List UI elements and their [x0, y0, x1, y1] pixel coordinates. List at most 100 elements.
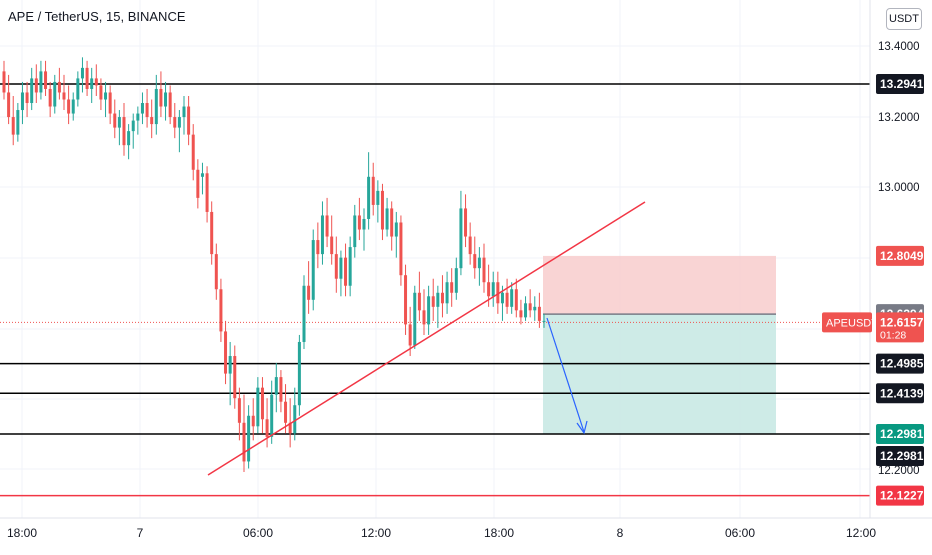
candle-body [270, 394, 274, 437]
candle-body [159, 88, 163, 107]
time-axis-tick: 8 [617, 526, 624, 540]
level-tag-12-4985-bg [876, 353, 924, 374]
candle-body [440, 292, 444, 304]
candle-body [251, 415, 255, 427]
candle-body [168, 92, 172, 118]
candle-body [284, 401, 288, 423]
candle-body [260, 387, 264, 420]
trendline [207, 201, 646, 476]
candle-body [528, 303, 532, 311]
candle-body [477, 257, 481, 269]
candle-body [348, 247, 352, 286]
candle-body [353, 215, 357, 248]
candle-body [127, 131, 131, 146]
candle-body [542, 320, 546, 322]
candle-body [482, 257, 486, 283]
candle-body [454, 268, 458, 293]
candle-body [274, 377, 278, 395]
candle-body [2, 71, 6, 93]
stop-price-tag-bg [876, 245, 924, 266]
last-price-value: 12.6157 [880, 315, 924, 329]
candle-body [459, 208, 463, 269]
candle-body [436, 292, 440, 307]
candle-body [205, 173, 209, 212]
level-tag-12-2981-bg [876, 446, 924, 466]
candle-body [237, 398, 241, 423]
target-price-tag: 12.2981 [880, 427, 924, 441]
candle-body [496, 282, 500, 304]
candle-body [468, 236, 472, 255]
candle-body [408, 324, 412, 346]
candle-body [491, 282, 495, 297]
candle-body [76, 78, 80, 100]
candle-body [344, 257, 348, 286]
candle-body [145, 103, 149, 118]
symbol-tag-bg [822, 312, 872, 333]
candle-body [302, 285, 306, 342]
candle-body [524, 303, 528, 318]
candle-body [334, 254, 338, 279]
candle-body [108, 92, 112, 114]
candle-body [48, 88, 52, 107]
time-axis-tick: 06:00 [243, 526, 273, 540]
candle-body [487, 282, 491, 297]
stop-price-tag: 12.8049 [880, 249, 924, 263]
candle-body [510, 289, 514, 307]
candle-body [117, 117, 121, 128]
candle-body [154, 88, 158, 125]
candle-body [187, 106, 191, 135]
time-axis-tick: 7 [137, 526, 144, 540]
level-tag-12-1227-bg [876, 485, 924, 506]
price-axis[interactable]: 13.4000 13.2000 13.0000 12.2000 13.2941 12.80… [822, 0, 924, 518]
candle-body [390, 208, 394, 237]
level-tag-12-4139: 12.4139 [880, 386, 924, 400]
level-tag-12-1227: 12.1227 [880, 489, 924, 503]
price-axis-tick: 13.0000 [878, 182, 920, 194]
candle-body [394, 222, 398, 237]
candle-body [219, 289, 223, 332]
currency-button[interactable]: USDT [886, 8, 922, 30]
level-tag-13-2941-bg [876, 74, 924, 94]
time-axis-tick: 18:00 [484, 526, 514, 540]
candle-body [514, 289, 518, 311]
drawings [207, 201, 646, 476]
candle-body [196, 169, 200, 198]
candle-body [210, 211, 214, 255]
candles [2, 57, 546, 472]
candle-body [417, 292, 421, 311]
candle-body [505, 292, 509, 307]
candle-body [288, 422, 292, 434]
candle-body [233, 356, 237, 399]
candle-body [25, 92, 29, 104]
candle-body [422, 310, 426, 325]
candle-body [256, 387, 260, 427]
candle-body [44, 71, 48, 89]
candle-body [247, 415, 251, 462]
candle-body [99, 85, 103, 100]
candle-body [325, 215, 329, 237]
candle-body [90, 78, 94, 89]
candle-body [20, 92, 24, 111]
candle-body [150, 117, 154, 125]
candle-body [464, 208, 468, 237]
candle-body [136, 113, 140, 121]
target-price-tag-bg [876, 424, 924, 444]
candle-body [94, 78, 98, 86]
projection-arrow-head [576, 420, 588, 435]
candle-body [7, 92, 11, 118]
candle-body [113, 113, 117, 128]
candle-body [140, 103, 144, 114]
candle-body [385, 208, 389, 230]
candle-body [164, 92, 168, 107]
position-zones [543, 255, 776, 434]
time-axis[interactable]: 18:00 7 06:00 12:00 18:00 8 06:00 12:00 [0, 517, 932, 540]
candle-body [427, 296, 431, 325]
candle-body [62, 92, 66, 100]
candle-body [57, 81, 61, 93]
chart-title: APE / TetherUS, 15, BINANCE [8, 9, 186, 24]
time-axis-tick: 06:00 [725, 526, 755, 540]
candle-body [182, 106, 186, 118]
candle-body [16, 110, 20, 135]
